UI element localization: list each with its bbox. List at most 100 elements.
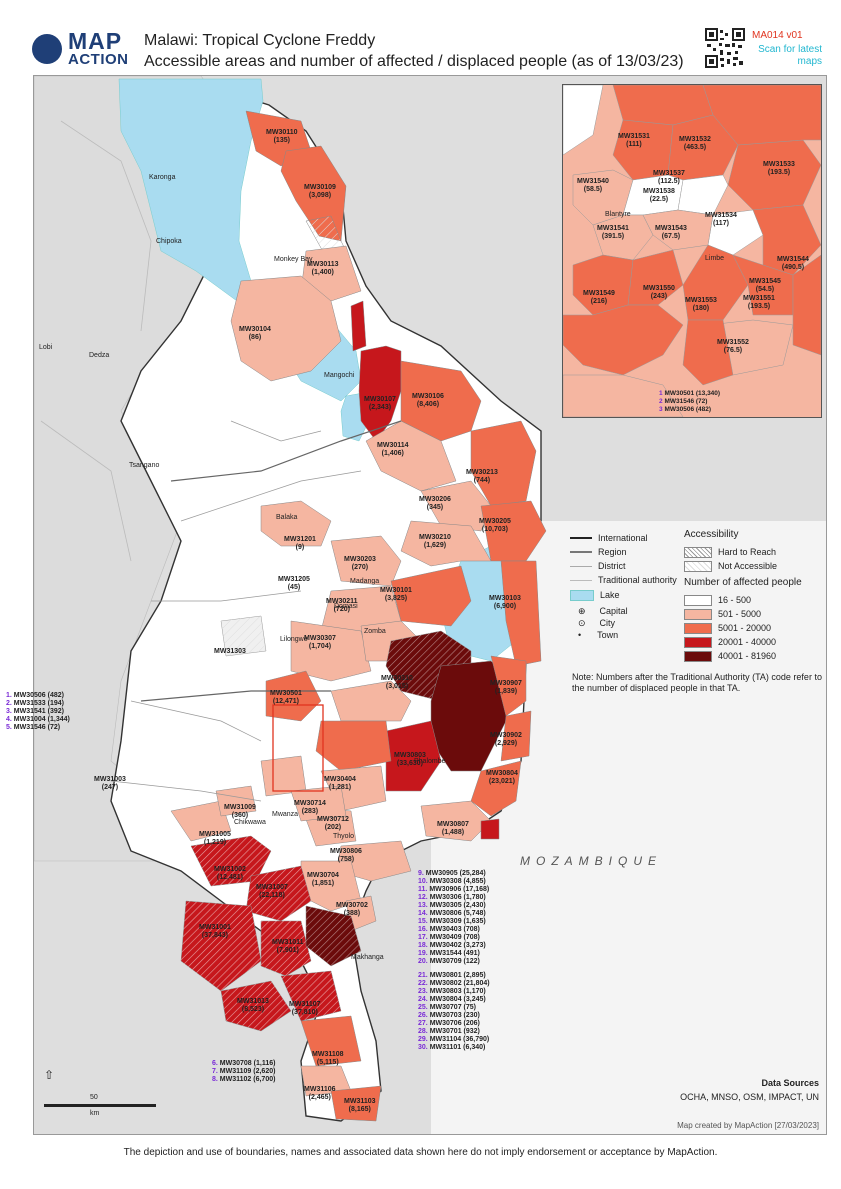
ta-mw30103: [500, 560, 542, 667]
disclaimer: The depiction and use of boundaries, nam…: [123, 1147, 718, 1158]
legend-capital: Capital: [599, 606, 628, 616]
place-phalombe: Phalombe: [414, 758, 446, 765]
inset-ta-label: MW31550 (243): [643, 285, 675, 300]
ta-label: MW30806 (758): [330, 848, 362, 863]
inset-canvas: [563, 85, 821, 417]
ta-label: MW31107 (37,810): [289, 1001, 321, 1016]
ta-mw31009: [215, 785, 257, 817]
ta-mw30501: [265, 670, 322, 722]
place-zomba: Zomba: [364, 628, 386, 635]
ta-label: MW31103 (8,165): [344, 1098, 376, 1113]
ta-label: MW30310 (3,015): [381, 675, 413, 690]
ta-mw30803: [385, 720, 442, 792]
inset-ta-label: MW31544 (490.5): [777, 256, 809, 271]
legend-bin-2: 501 - 5000: [718, 609, 762, 619]
legend-city: City: [599, 618, 616, 628]
bottom-numbered-list: 6. MW30708 (1,116) 7. MW31109 (2,620) 8.…: [212, 1060, 276, 1083]
town-icon: •: [578, 630, 582, 640]
ta-label: MW31009 (360): [224, 804, 256, 819]
ta-label: MW30704 (1,851): [307, 872, 339, 887]
place-monkey-bay: Monkey Bay: [274, 256, 313, 263]
inset-ta-label: MW31541 (391.5): [597, 225, 629, 240]
ta-label: MW30907 (1,839): [490, 680, 522, 695]
legend-district: District: [598, 561, 626, 571]
ta-label: MW30113 (1,400): [307, 261, 339, 276]
ta-mw30205: [480, 500, 547, 562]
ta-mw30902: [500, 710, 532, 762]
inset-ta-label: MW31531 (111): [618, 133, 650, 148]
ta-label: MW30107 (2,343): [364, 396, 396, 411]
place-karonga: Karonga: [149, 174, 176, 181]
inset-ta-label: MW31543 (67.5): [655, 225, 687, 240]
legend-note: Note: Numbers after the Traditional Auth…: [572, 672, 822, 693]
legend-region: Region: [598, 547, 627, 557]
ta-label: MW31201 (9): [284, 536, 316, 551]
data-sources: OCHA, MNSO, OSM, IMPACT, UN: [680, 1092, 819, 1102]
legend-accessibility-title: Accessibility: [684, 528, 739, 540]
logo-text-action: ACTION: [68, 51, 129, 68]
scale-unit: km: [90, 1110, 100, 1117]
ta-label: MW30109 (3,098): [304, 184, 336, 199]
ta-label: MW30203 (270): [344, 556, 376, 571]
inset-extent-box: [272, 704, 324, 792]
scan-text: Scan for latest maps: [758, 44, 822, 67]
ta-label: MW31205 (45): [278, 576, 310, 591]
ta-label: MW30501 (12,471): [270, 690, 302, 705]
inset-map-blantyre[interactable]: MW31531 (111) MW31532 (463.5) MW31533 (193.…: [562, 84, 822, 418]
data-sources-title: Data Sources: [761, 1078, 819, 1088]
inset-ta-label: MW31537 (112.5): [653, 170, 685, 185]
place-tsangano: Tsangano: [129, 462, 160, 469]
ta-label: MW30902 (2,929): [490, 732, 522, 747]
ta-mw30714: [290, 785, 347, 822]
ta-label: MW31002 (12,481): [214, 866, 246, 881]
ta-label: MW30103 (6,900): [489, 595, 521, 610]
ta-label: MW31106 (2,465): [304, 1086, 336, 1101]
legend-bin-3: 5001 - 20000: [718, 623, 772, 633]
ta-mw30104: [230, 275, 342, 382]
scale-value: 50: [90, 1094, 98, 1101]
place-domasi: Domasi: [334, 603, 358, 610]
ta-label: MW30104 (86): [239, 326, 271, 341]
place-makhanga: Makhanga: [351, 954, 384, 961]
ta-label: MW30712 (202): [317, 816, 349, 831]
ta-label: MW30404 (1,281): [324, 776, 356, 791]
ta-label: MW31003 (247): [94, 776, 126, 791]
place-thyolo: Thyolo: [333, 833, 355, 840]
place-mwanza: Mwanza: [272, 811, 299, 818]
ta-label: MW31011 (7,901): [272, 939, 304, 954]
map-subtitle: Accessible areas and number of affected …: [144, 53, 684, 70]
ta-mw30213: [470, 420, 537, 507]
map-title: Malawi: Tropical Cyclone Freddy: [144, 32, 376, 49]
legend-bin-5: 40001 - 81960: [718, 651, 777, 661]
ta-label: MW30210 (1,629): [419, 534, 451, 549]
north-arrow-icon: ⇧: [44, 1068, 55, 1082]
place-chikwawa: Chikwawa: [234, 819, 266, 826]
map-code: MA014 v01: [752, 30, 803, 41]
place-blantyre: Blantyre: [605, 211, 631, 218]
legend-international: International: [598, 533, 648, 543]
map-credit: Map created by MapAction [27/03/2023]: [677, 1121, 819, 1130]
place-lobi: Lobi: [39, 344, 53, 351]
place-madanga: Madanga: [350, 578, 380, 585]
ta-label: MW30205 (10,703): [479, 518, 511, 533]
ta-label: MW30803 (33,630): [394, 752, 426, 767]
ta-label: MW31013 (8,523): [237, 998, 269, 1013]
ta-label: MW30714 (283): [294, 800, 326, 815]
legend-affected-title: Number of affected people: [684, 576, 802, 588]
legend-bin-1: 16 - 500: [718, 595, 752, 605]
ta-label: MW31001 (37,843): [199, 924, 231, 939]
inset-ta-label: MW31553 (180): [685, 297, 717, 312]
qr-code-icon[interactable]: [705, 28, 745, 68]
city-icon: ⊙: [578, 617, 586, 628]
ta-label: MW30110 (135): [266, 129, 298, 144]
ta-label: MW30307 (1,704): [304, 635, 336, 650]
place-limbe: Limbe: [705, 255, 725, 262]
inset-ta-label: MW31551 (193.5): [743, 295, 775, 310]
place-balaka: Balaka: [276, 514, 298, 521]
inset-footnotes: 1 MW30501 (13,340) 2 MW31546 (72) 3 MW30…: [659, 390, 721, 413]
left-numbered-list: 1. MW30506 (482) 2. MW31533 (194) 3. MW3…: [6, 692, 70, 731]
ta-mw31005: [170, 800, 232, 842]
ta-label: MW30804 (23,021): [486, 770, 518, 785]
ta-label: MW30211 (720): [326, 598, 358, 613]
ta-mw31103: [330, 1085, 382, 1122]
